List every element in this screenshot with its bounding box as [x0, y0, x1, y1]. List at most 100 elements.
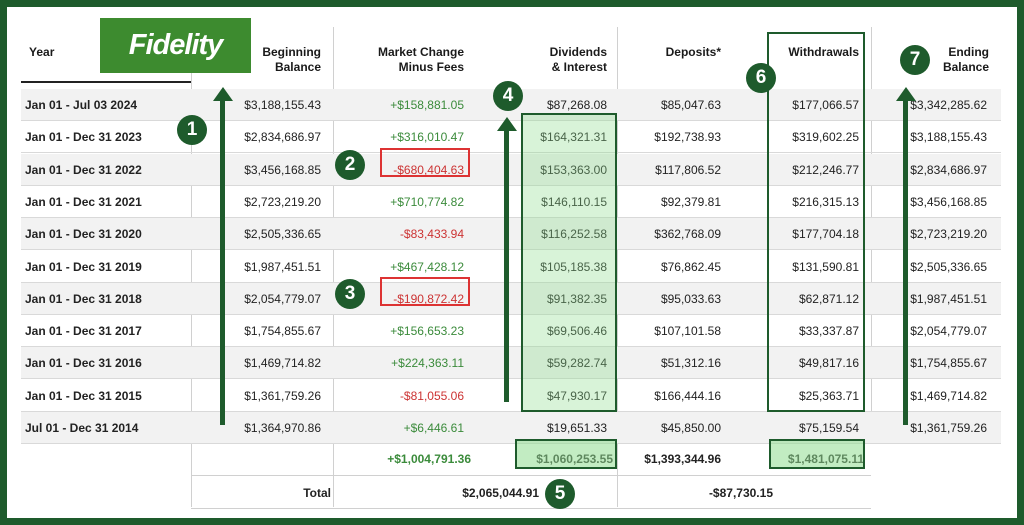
header-year: Year: [29, 45, 55, 59]
net-flow-value: -$87,730.15: [708, 486, 773, 500]
separator-year: [191, 27, 192, 507]
row-year: Jan 01 - Dec 31 2019: [25, 259, 142, 274]
badge-1: 1: [177, 115, 207, 145]
total-market: +$1,004,791.36: [387, 452, 471, 466]
row-beginning: $2,723,219.20: [244, 194, 321, 209]
row-withdrawals: $131,590.81: [792, 259, 859, 274]
row-market: +$6,446.61: [403, 421, 464, 435]
row-year: Jan 01 - Dec 31 2015: [25, 388, 142, 403]
arrow-beginning-shaft: [220, 101, 225, 425]
row-dividends: $47,930.17: [546, 388, 607, 403]
row-dividends: $87,268.08: [546, 98, 607, 112]
row-withdrawals: $212,246.77: [792, 162, 859, 177]
grand-total-row: Total $2,065,044.91 -$87,730.15: [191, 477, 871, 509]
loss-2022-box: [380, 148, 470, 177]
row-year: Jan 01 - Jul 03 2024: [25, 98, 138, 112]
table-row: Jan 01 - Jul 03 2024 $3,188,155.43 +$158,8…: [21, 89, 1001, 121]
row-market: +$158,881.05: [390, 98, 464, 112]
row-deposits: $85,047.63: [660, 98, 721, 112]
badge-5: 5: [545, 479, 575, 509]
row-dividends: $69,506.46: [546, 324, 607, 339]
row-market: -$81,055.06: [399, 388, 464, 403]
row-market: +$156,653.23: [390, 324, 464, 339]
table-row: Jan 01 - Dec 31 2023 $2,834,686.97 +$316,0…: [21, 121, 1001, 154]
row-beginning: $3,188,155.43: [244, 98, 321, 112]
table-row: Jan 01 - Dec 31 2018 $2,054,779.07 -$190,8…: [21, 282, 1001, 315]
row-deposits: $362,768.09: [654, 227, 721, 242]
row-year: Jan 01 - Dec 31 2020: [25, 227, 142, 242]
row-dividends: $116,252.58: [541, 227, 607, 242]
row-dividends: $19,651.33: [546, 421, 607, 435]
row-deposits: $117,806.52: [655, 162, 721, 177]
header-market-change: Market Change Minus Fees: [377, 45, 464, 74]
total-deposits: $1,393,344.96: [644, 452, 721, 466]
row-ending: $1,361,759.26: [910, 421, 987, 435]
arrow-ending-shaft: [903, 101, 908, 425]
header-deposits: Deposits*: [665, 45, 721, 59]
arrow-ending-head: [896, 87, 916, 101]
arrow-dividends-shaft: [504, 131, 509, 402]
row-ending: $2,723,219.20: [910, 227, 987, 242]
row-market: +$316,010.47: [390, 130, 464, 145]
row-ending: $1,987,451.51: [910, 291, 987, 306]
table-row: Jan 01 - Dec 31 2022 $3,456,168.85 -$680,4…: [21, 153, 1001, 186]
separator-dividends: [617, 27, 618, 507]
table-area: Year Fidelity Beginning Balance Market Ch…: [7, 7, 1017, 518]
row-deposits: $45,850.00: [660, 421, 721, 435]
row-deposits: $95,033.63: [660, 291, 721, 306]
table-row: Jan 01 - Dec 31 2015 $1,361,759.26 -$81,05…: [21, 380, 1001, 412]
row-ending: $2,505,336.65: [910, 259, 987, 274]
row-year: Jan 01 - Dec 31 2022: [25, 162, 142, 177]
arrow-beginning-head: [213, 87, 233, 101]
row-market: -$83,433.94: [399, 227, 464, 242]
header-ending-balance: Ending Balance: [942, 45, 989, 74]
row-beginning: $2,054,779.07: [244, 291, 321, 306]
row-deposits: $92,379.81: [660, 194, 721, 209]
row-ending: $3,342,285.62: [910, 98, 987, 112]
row-year: Jan 01 - Dec 31 2023: [25, 130, 142, 145]
fidelity-logo: Fidelity: [100, 18, 251, 73]
row-ending: $3,188,155.43: [910, 130, 987, 145]
row-withdrawals: $75,159.54: [798, 421, 859, 435]
total-label: Total: [303, 486, 331, 500]
table-row: Jan 01 - Dec 31 2016 $1,469,714.82 +$224,3…: [21, 347, 1001, 380]
row-deposits: $76,862.45: [660, 259, 721, 274]
year-underline: [21, 81, 191, 83]
total-withdrawals-box: [769, 439, 865, 469]
row-year: Jan 01 - Dec 31 2021: [25, 194, 142, 209]
row-dividends: $153,363.00: [540, 162, 607, 177]
row-market: +$467,428.12: [390, 259, 464, 274]
total-dividends-box: [515, 439, 617, 469]
row-dividends: $164,321.31: [540, 130, 607, 145]
row-ending: $1,469,714.82: [910, 388, 987, 403]
header-dividends: Dividends & Interest: [549, 45, 607, 74]
row-withdrawals: $319,602.25: [792, 130, 859, 145]
row-beginning: $1,987,451.51: [244, 259, 321, 274]
withdrawals-highlight-box: [767, 32, 865, 412]
row-beginning: $1,469,714.82: [244, 356, 321, 371]
row-market: -$680,404.63: [393, 162, 464, 177]
row-dividends: $59,282.74: [546, 356, 607, 371]
table-row: Jan 01 - Dec 31 2020 $2,505,336.65 -$83,43…: [21, 218, 1001, 251]
separator-beginning: [333, 27, 334, 507]
table-row: Jan 01 - Dec 31 2019 $1,987,451.51 +$467,4…: [21, 251, 1001, 283]
row-deposits: $192,738.93: [654, 130, 721, 145]
row-beginning: $2,505,336.65: [244, 227, 321, 242]
badge-6: 6: [746, 63, 776, 93]
header-beginning-balance: Beginning Balance: [262, 45, 321, 74]
row-withdrawals: $177,704.18: [792, 227, 859, 242]
row-deposits: $51,312.16: [660, 356, 721, 371]
row-deposits: $166,444.16: [654, 388, 721, 403]
row-dividends: $146,110.15: [541, 194, 607, 209]
badge-4: 4: [493, 81, 523, 111]
total-gain-value: $2,065,044.91: [462, 486, 539, 500]
row-dividends: $91,382.35: [546, 291, 607, 306]
row-withdrawals: $62,871.12: [798, 291, 859, 306]
table-row: Jan 01 - Dec 31 2017 $1,754,855.67 +$156,6…: [21, 315, 1001, 348]
arrow-dividends-head: [497, 117, 517, 131]
row-withdrawals: $177,066.57: [792, 98, 859, 112]
row-ending: $2,054,779.07: [910, 324, 987, 339]
row-beginning: $1,754,855.67: [244, 324, 321, 339]
row-beginning: $2,834,686.97: [244, 130, 321, 145]
